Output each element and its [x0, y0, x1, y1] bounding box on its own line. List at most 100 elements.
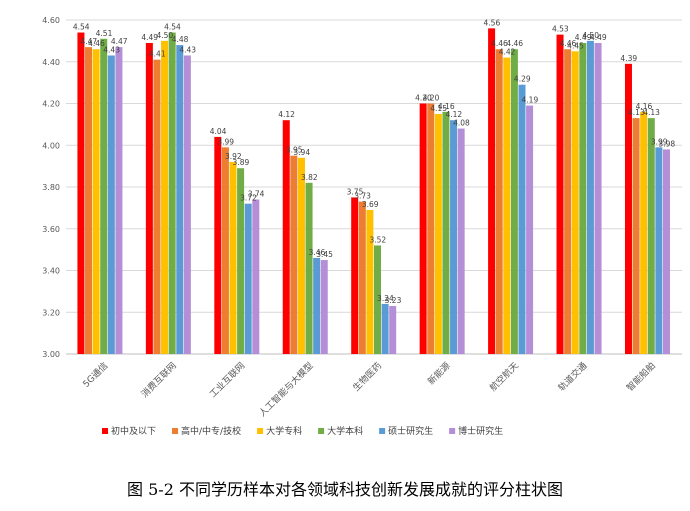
x-category-label: 5G通信 [80, 360, 110, 390]
bar [374, 245, 381, 354]
legend-item: 硕士研究生 [379, 425, 433, 437]
bar [632, 118, 640, 354]
bar [450, 120, 458, 354]
data-label: 4.12 [445, 110, 462, 119]
data-label: 4.42 [499, 48, 516, 57]
y-tick-label: 3.60 [42, 225, 60, 234]
data-label: 3.73 [354, 192, 371, 201]
bar [518, 84, 526, 355]
data-label: 4.53 [552, 25, 569, 34]
legend-swatch [102, 428, 108, 434]
data-label: 4.04 [210, 127, 227, 136]
data-label: 4.46 [88, 39, 105, 48]
x-category-label: 生物医药 [350, 360, 384, 394]
y-tick-label: 4.40 [42, 58, 60, 67]
data-label: 4.29 [514, 75, 531, 84]
bars [77, 28, 670, 355]
legend-label: 博士研究生 [458, 425, 503, 437]
bar [313, 257, 321, 354]
bar [586, 40, 594, 354]
legend-swatch [257, 428, 264, 434]
y-tick-label: 4.00 [42, 141, 60, 150]
bar [503, 57, 511, 354]
bar [351, 197, 359, 354]
data-label: 4.20 [415, 94, 432, 103]
bar [305, 182, 313, 354]
x-category-label: 轨道交通 [556, 360, 590, 394]
bar [183, 55, 191, 355]
bar [571, 51, 579, 354]
data-label: 3.75 [347, 187, 364, 196]
bar [282, 120, 290, 354]
data-label: 4.43 [179, 45, 196, 54]
y-tick-label: 3.40 [42, 267, 60, 276]
bar [252, 199, 260, 354]
bar [366, 209, 374, 354]
bar [389, 305, 397, 354]
x-category-label: 新能源 [425, 360, 453, 388]
legend-label: 高中/中专/技校 [181, 425, 241, 437]
data-label: 4.50 [582, 31, 599, 40]
y-tick-label: 3.80 [42, 183, 60, 192]
bar [624, 63, 632, 355]
bar [442, 111, 450, 354]
data-label: 4.08 [453, 119, 470, 128]
bar [457, 128, 465, 354]
data-label: 4.49 [141, 33, 158, 42]
data-label: 3.45 [316, 250, 333, 259]
data-label: 4.54 [73, 23, 90, 32]
legend-label: 大学本科 [327, 425, 363, 437]
data-label: 4.46 [491, 39, 508, 48]
y-tick-label: 3.20 [42, 308, 60, 317]
data-label: 3.98 [658, 139, 675, 148]
legend-swatch [318, 428, 325, 434]
data-label: 3.69 [362, 200, 379, 209]
data-label: 4.39 [620, 54, 637, 63]
data-label: 4.41 [149, 50, 166, 59]
data-label: 4.46 [506, 39, 523, 48]
data-label: 4.12 [278, 110, 295, 119]
data-label: 4.13 [643, 108, 660, 117]
data-label: 4.45 [567, 41, 584, 50]
bar [640, 111, 648, 354]
legend-label: 初中及以下 [111, 425, 156, 437]
data-label: 4.51 [96, 29, 113, 38]
bar [244, 203, 252, 354]
bar [107, 55, 115, 355]
data-label: 4.47 [111, 37, 128, 46]
figure-caption: 图 5-2 不同学历样本对各领域科技创新发展成就的评分柱状图 [127, 480, 563, 499]
data-label: 3.95 [286, 146, 303, 155]
bar [434, 113, 442, 354]
legend-item: 博士研究生 [449, 425, 503, 437]
bar [237, 168, 245, 354]
bar [77, 32, 85, 355]
data-label: 4.16 [636, 102, 653, 111]
y-tick-label: 3.00 [42, 350, 60, 359]
data-labels: 4.544.474.464.514.434.47 4.494.414.504.54… [73, 18, 675, 305]
bar [100, 38, 108, 354]
bar [419, 103, 427, 354]
data-label: 3.89 [233, 158, 250, 167]
bar [176, 45, 184, 355]
legend-item: 初中及以下 [102, 425, 156, 437]
bar [221, 147, 229, 354]
data-label: 3.74 [248, 190, 265, 199]
bar [510, 49, 518, 354]
data-label: 3.24 [377, 294, 394, 303]
bar [290, 155, 298, 354]
data-label: 3.52 [369, 235, 386, 244]
legend-item: 大学本科 [318, 425, 363, 437]
x-axis-categories: 5G通信 消费互联网 工业互联网 人工智能与大模型 生物医药 新能源 航空航天 轨道交通 智能船… [80, 360, 658, 419]
legend-swatch [172, 428, 179, 434]
bar [214, 136, 222, 354]
legend-label: 硕士研究生 [388, 425, 433, 437]
data-label: 4.16 [438, 102, 455, 111]
bar [556, 34, 564, 355]
bar [495, 49, 503, 354]
data-label: 3.46 [309, 248, 326, 257]
bar [297, 157, 305, 354]
data-label: 4.15 [430, 104, 447, 113]
bar [168, 32, 176, 355]
data-label: 3.82 [301, 173, 318, 182]
